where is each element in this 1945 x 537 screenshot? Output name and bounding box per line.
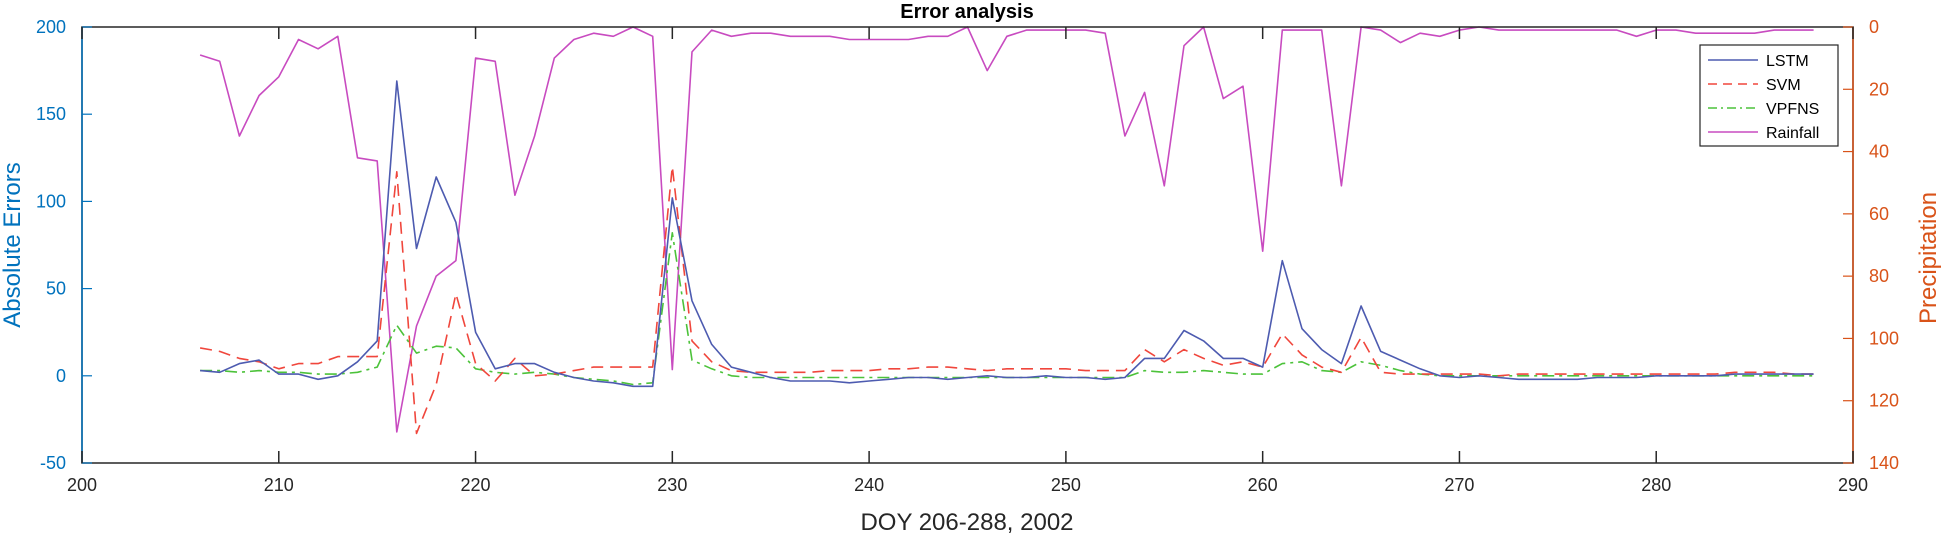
series-lines [199,26,1814,435]
x-tick-label: 290 [1838,475,1868,495]
legend-label-vpfns: VPFNS [1766,101,1819,118]
x-tick-label: 200 [67,475,97,495]
x-tick-label: 280 [1641,475,1671,495]
x-tick-label: 210 [264,475,294,495]
y-right-tick-label: 80 [1869,266,1889,286]
chart-title: Error analysis [900,1,1033,23]
x-axis: 200 210 220 230 240 250 260 270 280 290 [67,27,1868,495]
series-line-svm [199,165,1814,435]
y-right-tick-label: 20 [1869,79,1889,99]
legend-label-svm: SVM [1766,77,1801,94]
y-left-tick-label: 200 [36,17,66,37]
legend: LSTM SVM VPFNS Rainfall [1699,44,1839,147]
y-axis-label-left: Absolute Errors [0,162,26,327]
y-left-tick-label: 150 [36,104,66,124]
series-line-rainfall [199,26,1814,433]
x-tick-label: 260 [1248,475,1278,495]
y-right-tick-label: 60 [1869,204,1889,224]
x-tick-label: 250 [1051,475,1081,495]
y-left-tick-label: 0 [56,366,66,386]
y-left-tick-label: -50 [40,453,66,473]
legend-label-lstm: LSTM [1766,53,1809,70]
y-right-tick-label: 40 [1869,142,1889,162]
y-left-tick-label: 100 [36,191,66,211]
left-axis: 200 150 100 50 0 -50 [36,17,92,473]
y-right-tick-label: 100 [1869,328,1899,348]
x-axis-label: DOY 206-288, 2002 [860,509,1073,536]
right-axis: 0 20 40 60 80 100 120 140 [1843,17,1899,473]
x-tick-label: 220 [461,475,491,495]
y-right-tick-label: 0 [1869,17,1879,37]
x-tick-label: 230 [657,475,687,495]
series-line-lstm [200,80,1814,388]
y-right-tick-label: 140 [1869,453,1899,473]
y-axis-label-right: Precipitation [1915,192,1942,324]
legend-box [1699,44,1839,147]
x-tick-label: 240 [854,475,884,495]
y-left-tick-label: 50 [46,279,66,299]
y-right-tick-label: 120 [1869,391,1899,411]
x-tick-label: 270 [1444,475,1474,495]
legend-label-rainfall: Rainfall [1766,125,1819,142]
